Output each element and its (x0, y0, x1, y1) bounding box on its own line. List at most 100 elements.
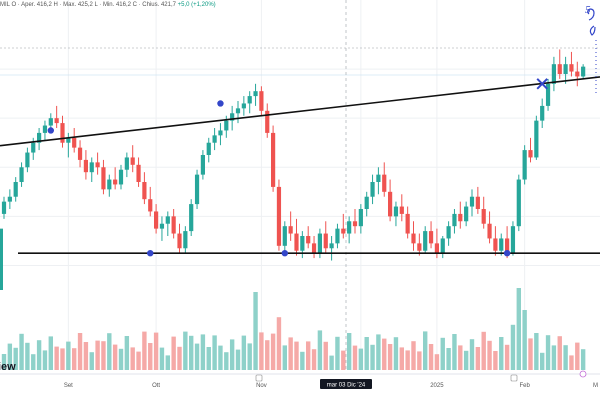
earnings-marker-icon[interactable] (255, 374, 263, 382)
candle-body (194, 174, 200, 205)
volume-bar (77, 333, 83, 370)
x-tick-label: Nov (256, 383, 267, 389)
candle-body (218, 130, 223, 136)
volume-bar (159, 347, 165, 370)
candle-body (317, 233, 322, 254)
candle-body (89, 162, 94, 173)
candle-body (516, 179, 521, 227)
candle-body (510, 226, 516, 254)
candle-body (177, 233, 182, 249)
candle-body (399, 206, 404, 214)
candle-body (259, 91, 264, 111)
candle-body (136, 164, 141, 182)
volume-bar (282, 345, 287, 370)
candle-body (446, 226, 451, 239)
candle-body (323, 233, 328, 249)
candle-body (528, 150, 533, 158)
volume-bar (294, 341, 299, 370)
candle-body (458, 213, 463, 222)
volume-bar (516, 288, 521, 370)
volume-bar (499, 337, 504, 370)
resistance-trendline[interactable] (0, 76, 600, 147)
candle-body (522, 150, 527, 180)
candle-body (551, 64, 556, 84)
x-tick-label: Feb (519, 383, 530, 389)
volume-bar (423, 331, 428, 370)
volume-bar (534, 333, 539, 370)
volume-bar (171, 336, 176, 370)
candle-body (300, 236, 305, 251)
volume-bar (428, 344, 434, 370)
earnings-marker-icon[interactable] (510, 374, 518, 382)
volume-bar (551, 345, 557, 370)
candle-body (382, 174, 387, 192)
volume-bar (463, 350, 469, 370)
volume-bar (200, 334, 206, 370)
volume-bar (83, 342, 89, 370)
volume-bar (13, 347, 18, 370)
x-tick-label: Ott (152, 383, 160, 389)
volume-bar (475, 347, 481, 370)
volume-bar (253, 292, 258, 370)
volume-bar (387, 344, 393, 370)
candle-body (130, 157, 135, 165)
volume-bar (452, 334, 457, 370)
volume-bar (247, 343, 252, 370)
candle-body (54, 118, 59, 124)
volume-bar (89, 352, 94, 370)
volume-bar (306, 341, 311, 370)
volume-bar (358, 348, 364, 370)
candle-body (1, 201, 7, 214)
x-tick-label: 2025 (430, 383, 444, 389)
candlestick-series (0, 49, 586, 290)
volume-bar (224, 352, 229, 370)
candle-body (534, 120, 539, 158)
candle-body (42, 125, 48, 133)
volume-bar (101, 341, 106, 370)
candle-body (493, 238, 498, 251)
volume-bar (153, 332, 159, 370)
volume-bar (177, 346, 182, 370)
candle-body (247, 96, 252, 104)
candle-body (282, 226, 287, 246)
volume-bar (575, 342, 580, 370)
ohlc-legend: MIL O · Aper. 416,2 H · Max. 425,2 L · M… (0, 2, 216, 8)
candle-body (581, 66, 586, 77)
volume-bar (417, 351, 422, 370)
candle-body (113, 179, 118, 185)
handwritten-scribble (587, 8, 596, 36)
candle-body (60, 123, 65, 143)
candle-body (499, 238, 504, 251)
candle-body (206, 142, 211, 155)
volume-bar (341, 350, 346, 370)
candle-body (481, 209, 486, 224)
candle-body (72, 137, 77, 148)
candle-body (417, 243, 422, 251)
drawing-annotations: 5 iew (0, 4, 600, 373)
candle-body (235, 108, 241, 114)
candle-body (124, 157, 129, 170)
volume-bar (335, 336, 340, 370)
chart-grid (0, 0, 600, 370)
candle-body (294, 233, 299, 251)
volume-bar (25, 342, 30, 370)
candle-body (545, 83, 551, 106)
candle-body (428, 231, 434, 244)
volume-bar (446, 348, 451, 370)
touch-point-marker (281, 249, 288, 257)
x-tick-label: M (593, 383, 598, 389)
candle-body (253, 91, 258, 97)
volume-bar (493, 351, 498, 370)
volume-bar (557, 336, 562, 370)
volume-bar (31, 354, 36, 370)
candle-body (271, 132, 276, 187)
volume-bar (540, 352, 545, 370)
candle-body (352, 221, 358, 227)
candle-body (183, 231, 188, 249)
candle-body (311, 243, 317, 254)
dividend-marker-icon[interactable] (579, 370, 587, 378)
volume-bar (434, 354, 440, 370)
candle-body (341, 228, 346, 234)
candle-body (505, 238, 510, 254)
